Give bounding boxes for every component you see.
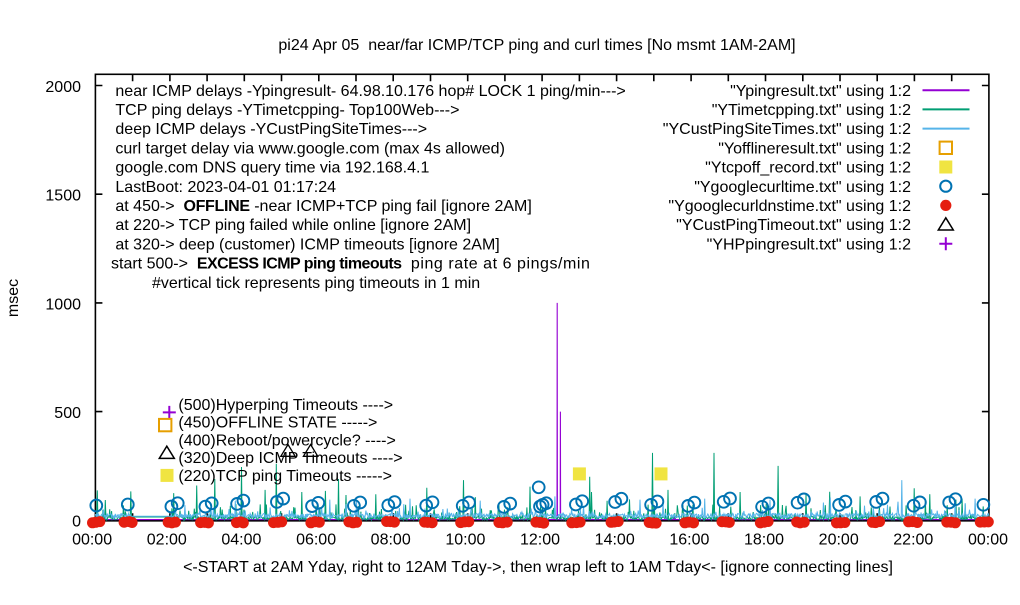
svg-text:1500: 1500	[45, 188, 81, 205]
svg-text:00:00: 00:00	[968, 532, 1008, 549]
svg-text:"YCustPingSiteTimes.txt" using: "YCustPingSiteTimes.txt" using 1:2	[663, 121, 911, 138]
svg-text:"Ypingresult.txt" using 1:2: "Ypingresult.txt" using 1:2	[730, 83, 911, 100]
svg-text:20:00: 20:00	[819, 532, 859, 549]
svg-text:"Ygooglecurltime.txt" using 1:: "Ygooglecurltime.txt" using 1:2	[694, 179, 911, 196]
svg-text:LastBoot: 2023-04-01 01:17:24: LastBoot: 2023-04-01 01:17:24	[115, 179, 336, 196]
svg-text:deep ICMP delays -YCustPingSit: deep ICMP delays -YCustPingSiteTimes--->	[115, 121, 427, 138]
svg-text:at 450-> OFFLINE -near ICMP+T: at 450-> OFFLINE -near ICMP+TCP ping fai…	[115, 198, 531, 215]
svg-text:msec: msec	[5, 279, 22, 317]
svg-text:"Yofflineresult.txt" using 1:2: "Yofflineresult.txt" using 1:2	[718, 140, 911, 157]
svg-text:00:00: 00:00	[72, 532, 112, 549]
svg-text:google.com DNS query time via: google.com DNS query time via 192.168.4.…	[115, 160, 429, 177]
svg-text:0: 0	[72, 514, 81, 531]
svg-text:"YHPpingresult.txt" using 1:2: "YHPpingresult.txt" using 1:2	[707, 236, 911, 253]
svg-text:(220)TCP ping Timeouts ----->: (220)TCP ping Timeouts ----->	[178, 468, 392, 485]
svg-text:16:00: 16:00	[669, 532, 709, 549]
svg-text:start 500-> EXCESS ICMP ping: start 500-> EXCESS ICMP ping timeouts pi…	[111, 256, 590, 273]
svg-text:"YCustPingTimeout.txt" using 1: "YCustPingTimeout.txt" using 1:2	[676, 217, 911, 234]
svg-text:at 220-> TCP ping failed while: at 220-> TCP ping failed while online [i…	[115, 217, 471, 234]
svg-text:12:00: 12:00	[520, 532, 560, 549]
svg-text:02:00: 02:00	[147, 532, 187, 549]
svg-text:14:00: 14:00	[595, 532, 635, 549]
svg-text:(400)Reboot/powercycle? ---->: (400)Reboot/powercycle? ---->	[178, 432, 395, 449]
svg-text:at 320-> deep (customer) ICMP: at 320-> deep (customer) ICMP timeouts […	[115, 236, 499, 253]
svg-text:<-START at 2AM Yday, right to: <-START at 2AM Yday, right to 12AM Tday-…	[183, 559, 893, 576]
svg-text:08:00: 08:00	[371, 532, 411, 549]
svg-text:04:00: 04:00	[221, 532, 261, 549]
svg-text:pi24 Apr 05 near/far ICMP/TCP: pi24 Apr 05 near/far ICMP/TCP ping and c…	[278, 37, 795, 54]
svg-text:TCP ping delays -YTimetcpping-: TCP ping delays -YTimetcpping- Top100Web…	[115, 102, 459, 119]
svg-text:(320)Deep ICMP Timeouts ---->: (320)Deep ICMP Timeouts ---->	[178, 450, 402, 467]
svg-text:22:00: 22:00	[893, 532, 933, 549]
svg-text:(500)Hyperping Timeouts ---->: (500)Hyperping Timeouts ---->	[178, 397, 393, 414]
svg-text:1000: 1000	[45, 296, 81, 313]
svg-text:"Ytcpoff_record.txt" using 1:2: "Ytcpoff_record.txt" using 1:2	[705, 160, 911, 177]
svg-text:(450)OFFLINE STATE ----->: (450)OFFLINE STATE ----->	[178, 415, 377, 432]
svg-text:06:00: 06:00	[296, 532, 336, 549]
svg-text:500: 500	[54, 405, 81, 422]
svg-text:"Ygooglecurldnstime.txt" using: "Ygooglecurldnstime.txt" using 1:2	[668, 198, 911, 215]
svg-text:curl target delay via www.goog: curl target delay via www.google.com (ma…	[115, 140, 505, 157]
svg-text:18:00: 18:00	[744, 532, 784, 549]
svg-text:10:00: 10:00	[445, 532, 485, 549]
svg-text:2000: 2000	[45, 79, 81, 96]
svg-text:#vertical tick represents ping: #vertical tick represents ping timeouts …	[152, 275, 480, 292]
svg-text:near ICMP delays -Ypingresult-: near ICMP delays -Ypingresult- 64.98.10.…	[115, 83, 625, 100]
svg-text:"YTimetcpping.txt" using 1:2: "YTimetcpping.txt" using 1:2	[712, 102, 911, 119]
